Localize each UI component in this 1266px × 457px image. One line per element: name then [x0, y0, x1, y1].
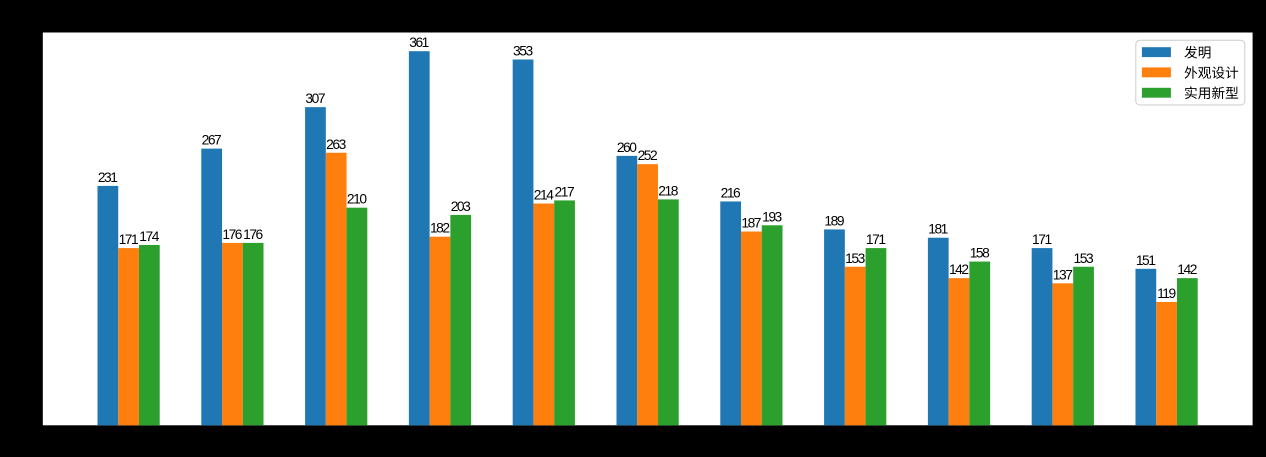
svg-text:153: 153 — [845, 251, 865, 266]
svg-text:171: 171 — [119, 232, 138, 247]
svg-text:216: 216 — [721, 185, 741, 200]
svg-text:217: 217 — [555, 184, 574, 199]
svg-text:203: 203 — [451, 199, 471, 214]
svg-text:187: 187 — [741, 216, 760, 231]
svg-text:181: 181 — [928, 222, 947, 237]
svg-text:176: 176 — [222, 227, 242, 242]
svg-text:193: 193 — [762, 209, 782, 224]
svg-text:142: 142 — [949, 262, 968, 277]
svg-text:137: 137 — [1053, 267, 1072, 282]
svg-text:361: 361 — [409, 35, 428, 50]
svg-text:171: 171 — [1032, 232, 1051, 247]
svg-text:218: 218 — [658, 183, 678, 198]
svg-text:214: 214 — [534, 188, 554, 203]
svg-text:307: 307 — [305, 91, 324, 106]
svg-text:353: 353 — [513, 43, 533, 58]
svg-text:171: 171 — [866, 232, 885, 247]
svg-text:189: 189 — [824, 213, 844, 228]
svg-text:151: 151 — [1136, 253, 1155, 268]
svg-text:153: 153 — [1074, 251, 1094, 266]
svg-text:158: 158 — [970, 246, 990, 261]
svg-text:174: 174 — [139, 229, 159, 244]
svg-text:142: 142 — [1177, 262, 1196, 277]
svg-text:182: 182 — [430, 221, 449, 236]
svg-text:263: 263 — [326, 137, 346, 152]
svg-text:252: 252 — [638, 148, 657, 163]
svg-text:260: 260 — [617, 140, 637, 155]
svg-text:176: 176 — [243, 227, 263, 242]
svg-text:231: 231 — [98, 170, 117, 185]
svg-text:119: 119 — [1157, 286, 1176, 301]
svg-text:267: 267 — [202, 133, 221, 148]
svg-text:210: 210 — [347, 192, 367, 207]
